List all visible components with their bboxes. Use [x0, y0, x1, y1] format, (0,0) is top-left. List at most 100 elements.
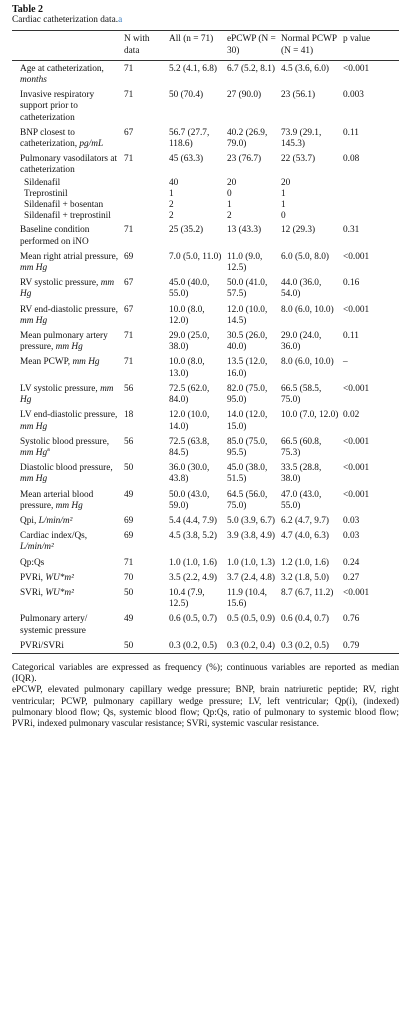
label-text: BNP closest to catheterization,: [20, 127, 78, 150]
header-cell: [12, 31, 124, 60]
table-row: PVRi/SVRi 50 0.3 (0.2, 0.5) 0.3 (0.2, 0.4) 0…: [12, 638, 399, 654]
row-label: Mean pulmonary artery pressure, mm Hg: [12, 328, 124, 354]
table-row: LV systolic pressure, mm Hg 56 72.5 (62.0,…: [12, 381, 399, 407]
row-label: RV systolic pressure, mm Hg: [12, 275, 124, 301]
row-label: LV end-diastolic pressure, mm Hg: [12, 407, 124, 433]
table-row: Systolic blood pressure, mm Hga 56 72.5 (6…: [12, 434, 399, 460]
cell: 56.7 (27.7, 118.6): [169, 127, 210, 150]
label-text: Age at catheterization,: [20, 63, 104, 74]
header-cell: ePCWP (N = 30): [227, 34, 276, 56]
label-text: Qpi,: [20, 515, 37, 526]
unit: WU*m²: [45, 572, 74, 583]
label-text: Mean arterial blood pressure,: [20, 489, 94, 511]
row-label: Diastolic blood pressure, mm Hg: [12, 460, 124, 486]
cell: 2: [169, 200, 174, 211]
row-label: Qpi, L/min/m²: [12, 513, 124, 528]
cell: [124, 200, 169, 211]
cell: 5.0 (3.9, 6.7): [227, 515, 276, 526]
document: Table 2 Cardiac catheterization data.a N…: [12, 4, 399, 729]
cell: 69: [124, 531, 134, 542]
cell: 0.11: [343, 331, 359, 342]
cell: –: [343, 357, 348, 368]
cell: 10.4 (7.9, 12.5): [169, 587, 205, 610]
cell: [124, 189, 169, 200]
cell: 0.31: [343, 225, 360, 236]
caption-note[interactable]: a: [118, 15, 123, 26]
cell: 71: [124, 225, 134, 236]
cell: 67: [124, 127, 134, 138]
cell: 29.0 (24.0, 36.0): [281, 331, 322, 353]
cell: 45.0 (38.0, 51.5): [227, 463, 268, 485]
cell: 36.0 (30.0, 43.8): [169, 463, 210, 485]
table-row: Mean PCWP, mm Hg 71 10.0 (8.0, 13.0) 13.5 (…: [12, 354, 399, 380]
cell: 40.2 (26.9, 79.0): [227, 127, 268, 150]
cell: 47.0 (43.0, 55.0): [281, 489, 322, 511]
unit: mm Hg: [20, 315, 48, 326]
table-row: Mean pulmonary artery pressure, mm Hg 71 2…: [12, 328, 399, 354]
label-text: Qp:Qs: [20, 557, 45, 568]
table-row: SVRi, WU*m² 50 10.4 (7.9, 12.5) 11.9 (10.4,…: [12, 585, 399, 611]
cell: <0.001: [343, 463, 370, 474]
cell: <0.001: [343, 251, 370, 262]
cell: 67: [124, 278, 134, 289]
table-title: Table 2: [12, 4, 44, 15]
cell: 20: [227, 177, 237, 188]
cell: 12.0 (10.0, 14.5): [227, 304, 268, 326]
unit: months: [20, 75, 47, 86]
cell: 0.79: [343, 640, 360, 651]
cell: 71: [124, 557, 134, 568]
cell: <0.001: [343, 587, 370, 598]
label-text: RV end-diastolic pressure,: [20, 304, 118, 315]
footnote: ePCWP, elevated pulmonary capillary wedg…: [12, 685, 399, 729]
unit: mm Hg: [20, 263, 48, 274]
cell: 4.5 (3.6, 6.0): [281, 63, 330, 74]
label-text: Sildenafil + treprostinil: [24, 211, 111, 222]
cell: 56: [124, 383, 134, 394]
cell: 0.11: [343, 127, 359, 138]
cell: 30.5 (26.0, 40.0): [227, 331, 268, 353]
cell: 50.0 (41.0, 57.5): [227, 278, 268, 300]
table-row: Qp:Qs 71 1.0 (1.0, 1.6) 1.0 (1.0, 1.3) 1.2 (…: [12, 555, 399, 570]
label-text: Cardiac index/Qs,: [20, 531, 88, 542]
cell: 0.003: [343, 90, 364, 101]
cell: 20: [281, 177, 291, 188]
table-row: RV end-diastolic pressure, mm Hg 67 10.0 (…: [12, 302, 399, 328]
header-cell: p value: [343, 34, 371, 45]
cell: 0.03: [343, 515, 360, 526]
cell: 1: [281, 200, 286, 211]
cell: [343, 178, 399, 189]
row-label: Sildenafil + bosentan: [12, 200, 124, 211]
cell: 10.0 (8.0, 13.0): [169, 357, 205, 379]
cell: 3.2 (1.8, 5.0): [281, 572, 330, 583]
cell: 4.7 (4.0, 6.3): [281, 531, 330, 542]
label-text: Pulmonary artery/ systemic pressure: [20, 614, 88, 636]
cell: 0.03: [343, 531, 360, 542]
table-row: Invasive respiratory support prior to ca…: [12, 87, 399, 125]
cell: 1.0 (1.0, 1.3): [227, 557, 276, 568]
table-row: Qpi, L/min/m² 69 5.4 (4.4, 7.9) 5.0 (3.9, 6…: [12, 513, 399, 528]
cell: 0.76: [343, 614, 360, 625]
cell: 6.0 (5.0, 8.0): [281, 251, 330, 262]
row-label: Cardiac index/Qs, L/min/m²: [12, 528, 124, 554]
cell: 44.0 (36.0, 54.0): [281, 278, 322, 300]
cell: [124, 178, 169, 189]
label-text: Mean right atrial pressure,: [20, 251, 119, 262]
cell: <0.001: [343, 63, 370, 74]
row-label: BNP closest to catheterization, pg/mL: [12, 125, 124, 151]
table-row: PVRi, WU*m² 70 3.5 (2.2, 4.9) 3.7 (2.4, 4.8…: [12, 570, 399, 585]
cell: 23 (76.7): [227, 154, 262, 165]
cell: 0.3 (0.2, 0.4): [227, 640, 276, 651]
row-label: SVRi, WU*m²: [12, 585, 124, 611]
cell: 50.0 (43.0, 59.0): [169, 489, 210, 511]
cell: [343, 211, 399, 222]
table-row: Cardiac index/Qs, L/min/m² 69 4.5 (3.8, 5.…: [12, 528, 399, 554]
cell: 4.5 (3.8, 5.2): [169, 531, 218, 542]
cell: 2: [227, 211, 232, 222]
cell: 18: [124, 410, 134, 421]
cell: 5.2 (4.1, 6.8): [169, 63, 218, 74]
table-row: Mean right atrial pressure, mm Hg 69 7.0 (…: [12, 249, 399, 275]
unit: L/min/m²: [20, 542, 54, 553]
row-label: Baseline condition performed on iNO: [12, 222, 124, 248]
cell: 71: [124, 357, 134, 368]
